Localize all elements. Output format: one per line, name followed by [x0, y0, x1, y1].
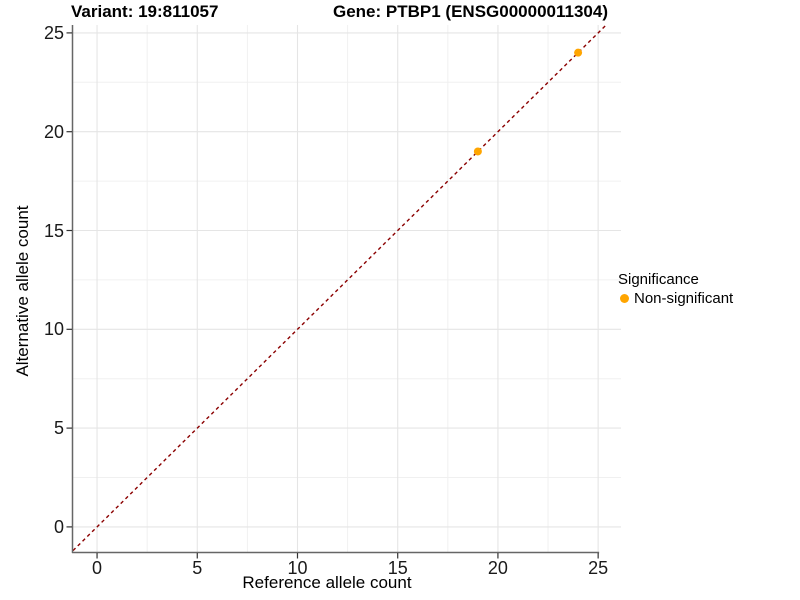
legend-item-label: Non-significant	[634, 290, 734, 307]
plot-panel	[73, 25, 621, 552]
y-tick-label: 25	[43, 22, 64, 43]
x-tick-label: 5	[192, 558, 203, 578]
chart-title-gene: Gene: PTBP1 (ENSG00000011304)	[333, 2, 608, 21]
legend-title: Significance	[618, 271, 699, 288]
legend: Significance Non-significant	[618, 271, 733, 307]
y-axis-label: Alternative allele count	[13, 205, 32, 377]
x-tick-label: 10	[287, 558, 308, 578]
filled-circle-icon	[620, 294, 629, 303]
chart-title-variant: Variant: 19:811057	[71, 2, 219, 21]
y-tick-label: 5	[53, 418, 64, 439]
legend-item: Non-significant	[618, 290, 733, 307]
y-tick-label: 20	[43, 121, 64, 142]
y-tick-label: 15	[43, 220, 64, 241]
x-tick-label: 25	[588, 558, 609, 578]
x-axis-label: Reference allele count	[242, 573, 412, 592]
x-tick-label: 0	[92, 558, 103, 578]
x-tick-label: 20	[487, 558, 508, 578]
y-tick-label: 10	[43, 319, 64, 340]
x-tick-label: 15	[387, 558, 408, 578]
y-tick-label: 0	[53, 516, 64, 537]
